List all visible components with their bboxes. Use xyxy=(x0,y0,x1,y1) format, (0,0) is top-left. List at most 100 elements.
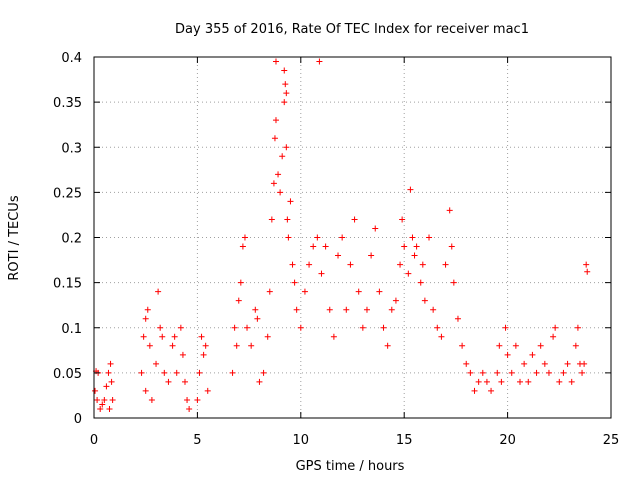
grid-layer xyxy=(94,57,611,418)
data-point xyxy=(409,234,416,241)
data-point xyxy=(471,387,478,394)
data-point xyxy=(483,378,490,385)
data-point xyxy=(233,342,240,349)
data-point xyxy=(157,324,164,331)
x-tick-label: 15 xyxy=(396,433,413,448)
data-point xyxy=(275,171,282,178)
data-point xyxy=(488,387,495,394)
data-point xyxy=(284,216,291,223)
data-point xyxy=(479,369,486,376)
data-point xyxy=(347,261,354,268)
data-point xyxy=(235,297,242,304)
data-point xyxy=(475,378,482,385)
data-point xyxy=(283,90,290,97)
data-point xyxy=(291,279,298,286)
data-point xyxy=(306,261,313,268)
data-point xyxy=(256,378,263,385)
data-point xyxy=(92,387,99,394)
data-point xyxy=(343,306,350,313)
data-point xyxy=(281,99,288,106)
data-point xyxy=(153,360,160,367)
data-point xyxy=(417,279,424,286)
data-point xyxy=(463,360,470,367)
plot-frame xyxy=(93,56,612,419)
x-tick-labels: 0 5 10 15 20 25 xyxy=(90,433,619,448)
data-point xyxy=(194,396,201,403)
data-point xyxy=(583,261,590,268)
data-point xyxy=(277,189,284,196)
data-point xyxy=(533,369,540,376)
data-point xyxy=(330,333,337,340)
data-point xyxy=(229,369,236,376)
data-point xyxy=(442,261,449,268)
data-point xyxy=(204,387,211,394)
data-point xyxy=(279,153,286,160)
data-point xyxy=(165,378,172,385)
data-point xyxy=(270,180,277,187)
data-point xyxy=(335,252,342,259)
data-point xyxy=(283,144,290,151)
data-point xyxy=(355,288,362,295)
chart-title: Day 355 of 2016, Rate Of TEC Index for r… xyxy=(175,22,529,37)
data-point xyxy=(426,234,433,241)
data-point xyxy=(264,333,271,340)
data-point xyxy=(181,378,188,385)
y-tick-label: 0.15 xyxy=(53,277,82,292)
data-point xyxy=(392,297,399,304)
data-point xyxy=(146,342,153,349)
data-point xyxy=(109,396,116,403)
data-point xyxy=(450,279,457,286)
data-point xyxy=(430,306,437,313)
data-point xyxy=(521,360,528,367)
y-axis-label: ROTI / TECUs xyxy=(7,195,22,280)
tick-marks xyxy=(93,56,612,419)
data-point xyxy=(237,279,244,286)
data-point xyxy=(159,333,166,340)
data-point xyxy=(448,243,455,250)
data-point xyxy=(541,360,548,367)
x-tick-label: 0 xyxy=(90,433,98,448)
data-point xyxy=(107,360,114,367)
y-tick-label: 0.3 xyxy=(61,141,82,156)
data-point xyxy=(572,342,579,349)
data-point xyxy=(496,342,503,349)
data-point xyxy=(241,234,248,241)
data-point xyxy=(326,306,333,313)
data-point xyxy=(184,396,191,403)
y-tick-label: 0.1 xyxy=(61,322,82,337)
data-point xyxy=(254,315,261,322)
y-tick-label: 0.2 xyxy=(61,232,82,247)
data-point xyxy=(359,324,366,331)
data-point xyxy=(397,261,404,268)
data-point xyxy=(281,67,288,74)
data-point xyxy=(285,234,292,241)
data-point xyxy=(568,378,575,385)
data-point xyxy=(529,351,536,358)
data-point xyxy=(339,234,346,241)
data-point xyxy=(198,333,205,340)
data-point xyxy=(494,369,501,376)
data-point xyxy=(106,405,113,412)
data-point xyxy=(105,369,112,376)
data-point xyxy=(454,315,461,322)
data-point xyxy=(316,58,323,65)
data-point xyxy=(411,252,418,259)
data-point xyxy=(289,261,296,268)
data-point xyxy=(545,369,552,376)
data-points xyxy=(92,58,591,412)
data-point xyxy=(231,324,238,331)
data-point xyxy=(200,351,207,358)
data-point xyxy=(142,315,149,322)
data-point xyxy=(148,396,155,403)
data-point xyxy=(351,216,358,223)
data-point xyxy=(179,351,186,358)
data-point xyxy=(459,342,466,349)
data-point xyxy=(173,369,180,376)
data-point xyxy=(368,252,375,259)
data-point xyxy=(171,333,178,340)
data-point xyxy=(186,405,193,412)
data-point xyxy=(405,270,412,277)
data-point xyxy=(550,333,557,340)
data-point xyxy=(467,369,474,376)
data-point xyxy=(272,58,279,65)
